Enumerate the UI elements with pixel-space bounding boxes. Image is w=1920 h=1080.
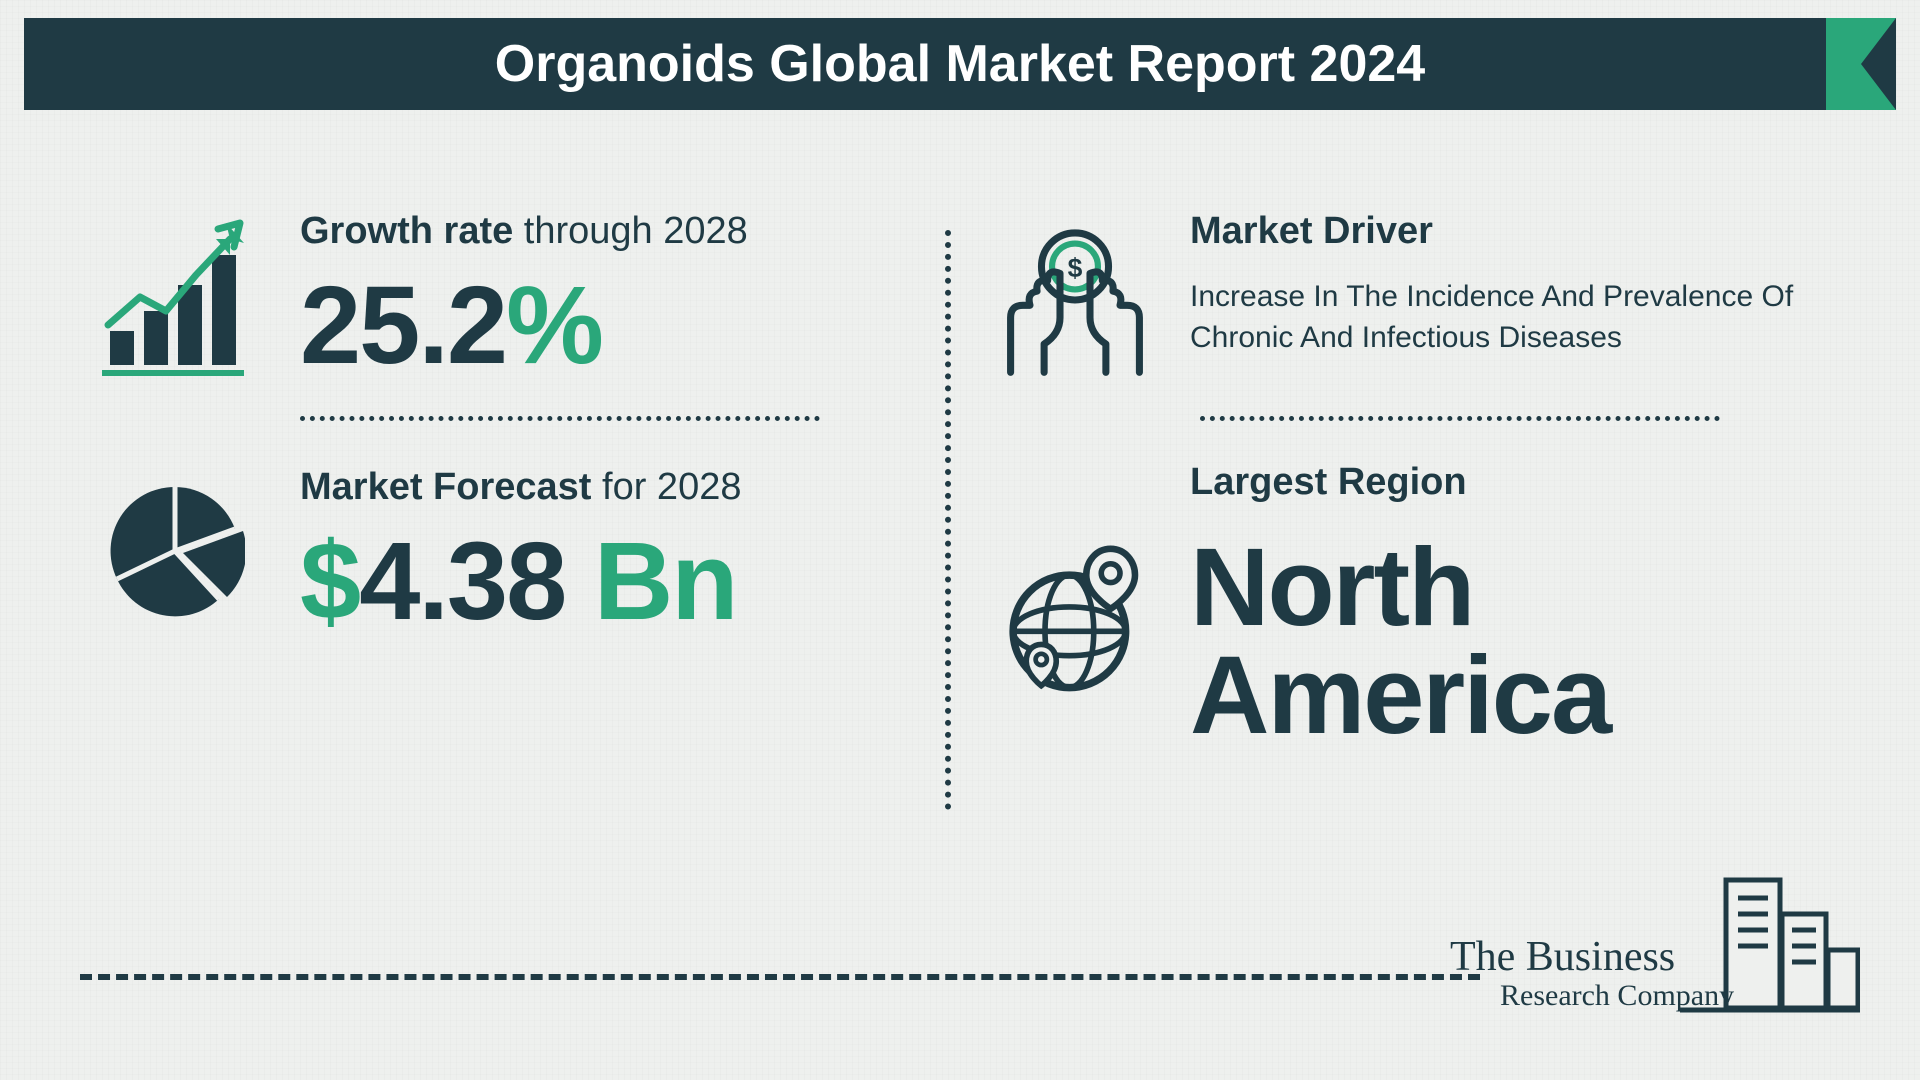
market-forecast-label-rest: for 2028 [591, 466, 741, 508]
region-line1: North [1190, 526, 1473, 649]
growth-chart-icon [100, 210, 250, 390]
market-forecast-unit: Bn [565, 520, 736, 643]
logo-text-line2: Research Company [1500, 979, 1734, 1012]
largest-region-block: Largest Region North America [1000, 461, 1850, 750]
growth-rate-label: Growth rate through 2028 [300, 210, 880, 253]
hands-coin-icon: $ [1000, 210, 1150, 390]
svg-text:$: $ [1068, 253, 1083, 283]
market-forecast-value: $4.38 Bn [300, 527, 880, 637]
market-forecast-currency: $ [300, 520, 359, 643]
market-driver-label: Market Driver [1190, 210, 1850, 253]
title-bar: Organoids Global Market Report 2024 [24, 18, 1896, 110]
market-driver-block: $ Market Driver Increase In The Incidenc… [1000, 210, 1850, 390]
growth-rate-label-bold: Growth rate [300, 210, 513, 252]
right-divider [1200, 416, 1720, 421]
growth-rate-block: Growth rate through 2028 25.2% [100, 210, 880, 390]
growth-rate-number: 25.2 [300, 264, 506, 387]
market-forecast-label-bold: Market Forecast [300, 466, 591, 508]
right-column: $ Market Driver Increase In The Incidenc… [1000, 210, 1850, 750]
company-logo: The Business Research Company [1440, 850, 1860, 1040]
region-line2: America [1190, 634, 1610, 757]
report-title: Organoids Global Market Report 2024 [495, 34, 1425, 94]
pie-chart-icon [100, 461, 250, 641]
ribbon-end-shape [1826, 18, 1896, 110]
left-divider [300, 416, 820, 421]
left-column: Growth rate through 2028 25.2% Marke [100, 210, 880, 641]
largest-region-label: Largest Region [1190, 461, 1850, 504]
logo-text-line1: The Business [1450, 934, 1675, 980]
market-forecast-label: Market Forecast for 2028 [300, 466, 880, 509]
market-forecast-block: Market Forecast for 2028 $4.38 Bn [100, 461, 880, 641]
growth-rate-value: 25.2% [300, 271, 880, 381]
growth-rate-percent: % [506, 264, 602, 387]
market-forecast-number: 4.38 [359, 520, 565, 643]
market-driver-body: Increase In The Incidence And Prevalence… [1190, 277, 1850, 358]
growth-rate-label-rest: through 2028 [513, 210, 748, 252]
footer-dash-line [80, 974, 1480, 980]
vertical-divider [945, 230, 951, 810]
largest-region-value: North America [1190, 534, 1850, 750]
globe-pins-icon [1000, 531, 1150, 711]
